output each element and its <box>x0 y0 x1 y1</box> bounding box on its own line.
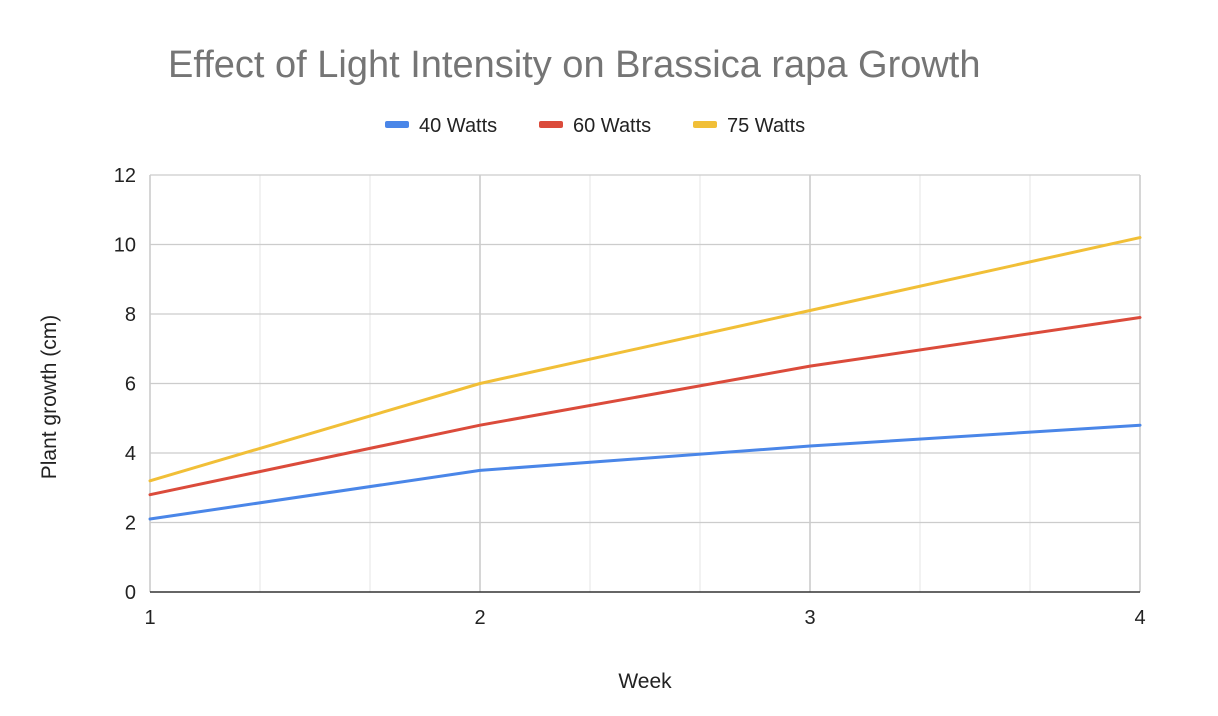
series-line <box>148 236 1142 483</box>
legend-item: 75 Watts <box>693 115 805 137</box>
legend-item: 60 Watts <box>539 115 651 137</box>
chart-title: Effect of Light Intensity on Brassica ra… <box>168 44 981 86</box>
series-layer <box>148 236 1142 521</box>
legend-swatch <box>539 121 563 128</box>
y-tick-label: 8 <box>125 304 136 326</box>
y-tick-label: 12 <box>114 165 136 187</box>
x-tick-label: 1 <box>144 607 155 629</box>
y-tick-label: 2 <box>125 513 136 535</box>
grid <box>149 174 1141 593</box>
legend-label: 60 Watts <box>573 115 651 137</box>
y-tick-label: 0 <box>125 582 136 604</box>
legend-label: 40 Watts <box>419 115 497 137</box>
y-tick-label: 10 <box>114 235 136 257</box>
legend: 40 Watts 60 Watts 75 Watts <box>385 115 805 137</box>
legend-label: 75 Watts <box>727 115 805 137</box>
y-axis-label: Plant growth (cm) <box>38 315 61 480</box>
x-tick-label: 2 <box>474 607 485 629</box>
x-tick-label: 3 <box>804 607 815 629</box>
legend-swatch <box>385 121 409 128</box>
legend-swatch <box>693 121 717 128</box>
series-line <box>148 315 1142 497</box>
series-line <box>148 423 1142 521</box>
y-tick-label: 4 <box>125 443 136 465</box>
x-tick-label: 4 <box>1134 607 1145 629</box>
legend-item: 40 Watts <box>385 115 497 137</box>
x-axis-label: Week <box>618 670 672 693</box>
y-tick-label: 6 <box>125 374 136 396</box>
